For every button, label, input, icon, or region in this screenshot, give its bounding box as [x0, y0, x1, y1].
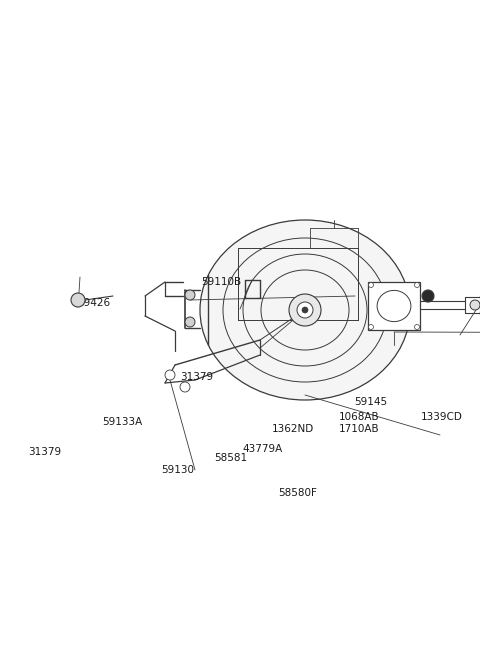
Text: 1710AB: 1710AB: [339, 424, 379, 434]
Circle shape: [289, 294, 321, 326]
Text: 31379: 31379: [180, 372, 214, 383]
Circle shape: [369, 282, 373, 288]
Text: 31379: 31379: [28, 447, 61, 457]
Text: 59110B: 59110B: [201, 276, 241, 287]
Text: 1339CD: 1339CD: [420, 412, 463, 422]
Circle shape: [470, 300, 480, 310]
Text: 59130: 59130: [161, 465, 194, 476]
Circle shape: [297, 302, 313, 318]
Circle shape: [185, 290, 195, 300]
Circle shape: [71, 293, 85, 307]
Text: 59133A: 59133A: [102, 417, 143, 427]
Text: 1362ND: 1362ND: [272, 424, 314, 434]
Circle shape: [180, 382, 190, 392]
Bar: [368, 282, 420, 330]
Circle shape: [302, 307, 308, 313]
Circle shape: [422, 290, 434, 302]
Circle shape: [165, 370, 175, 380]
Ellipse shape: [200, 220, 410, 400]
Circle shape: [369, 324, 373, 329]
Text: 59145: 59145: [354, 397, 388, 407]
Text: 58581: 58581: [214, 453, 247, 464]
Circle shape: [185, 317, 195, 327]
Text: 1068AB: 1068AB: [339, 412, 379, 422]
Circle shape: [415, 282, 420, 288]
Circle shape: [415, 324, 420, 329]
Text: 43779A: 43779A: [243, 444, 283, 455]
Text: 59426: 59426: [77, 297, 110, 308]
Text: 58580F: 58580F: [278, 487, 317, 498]
